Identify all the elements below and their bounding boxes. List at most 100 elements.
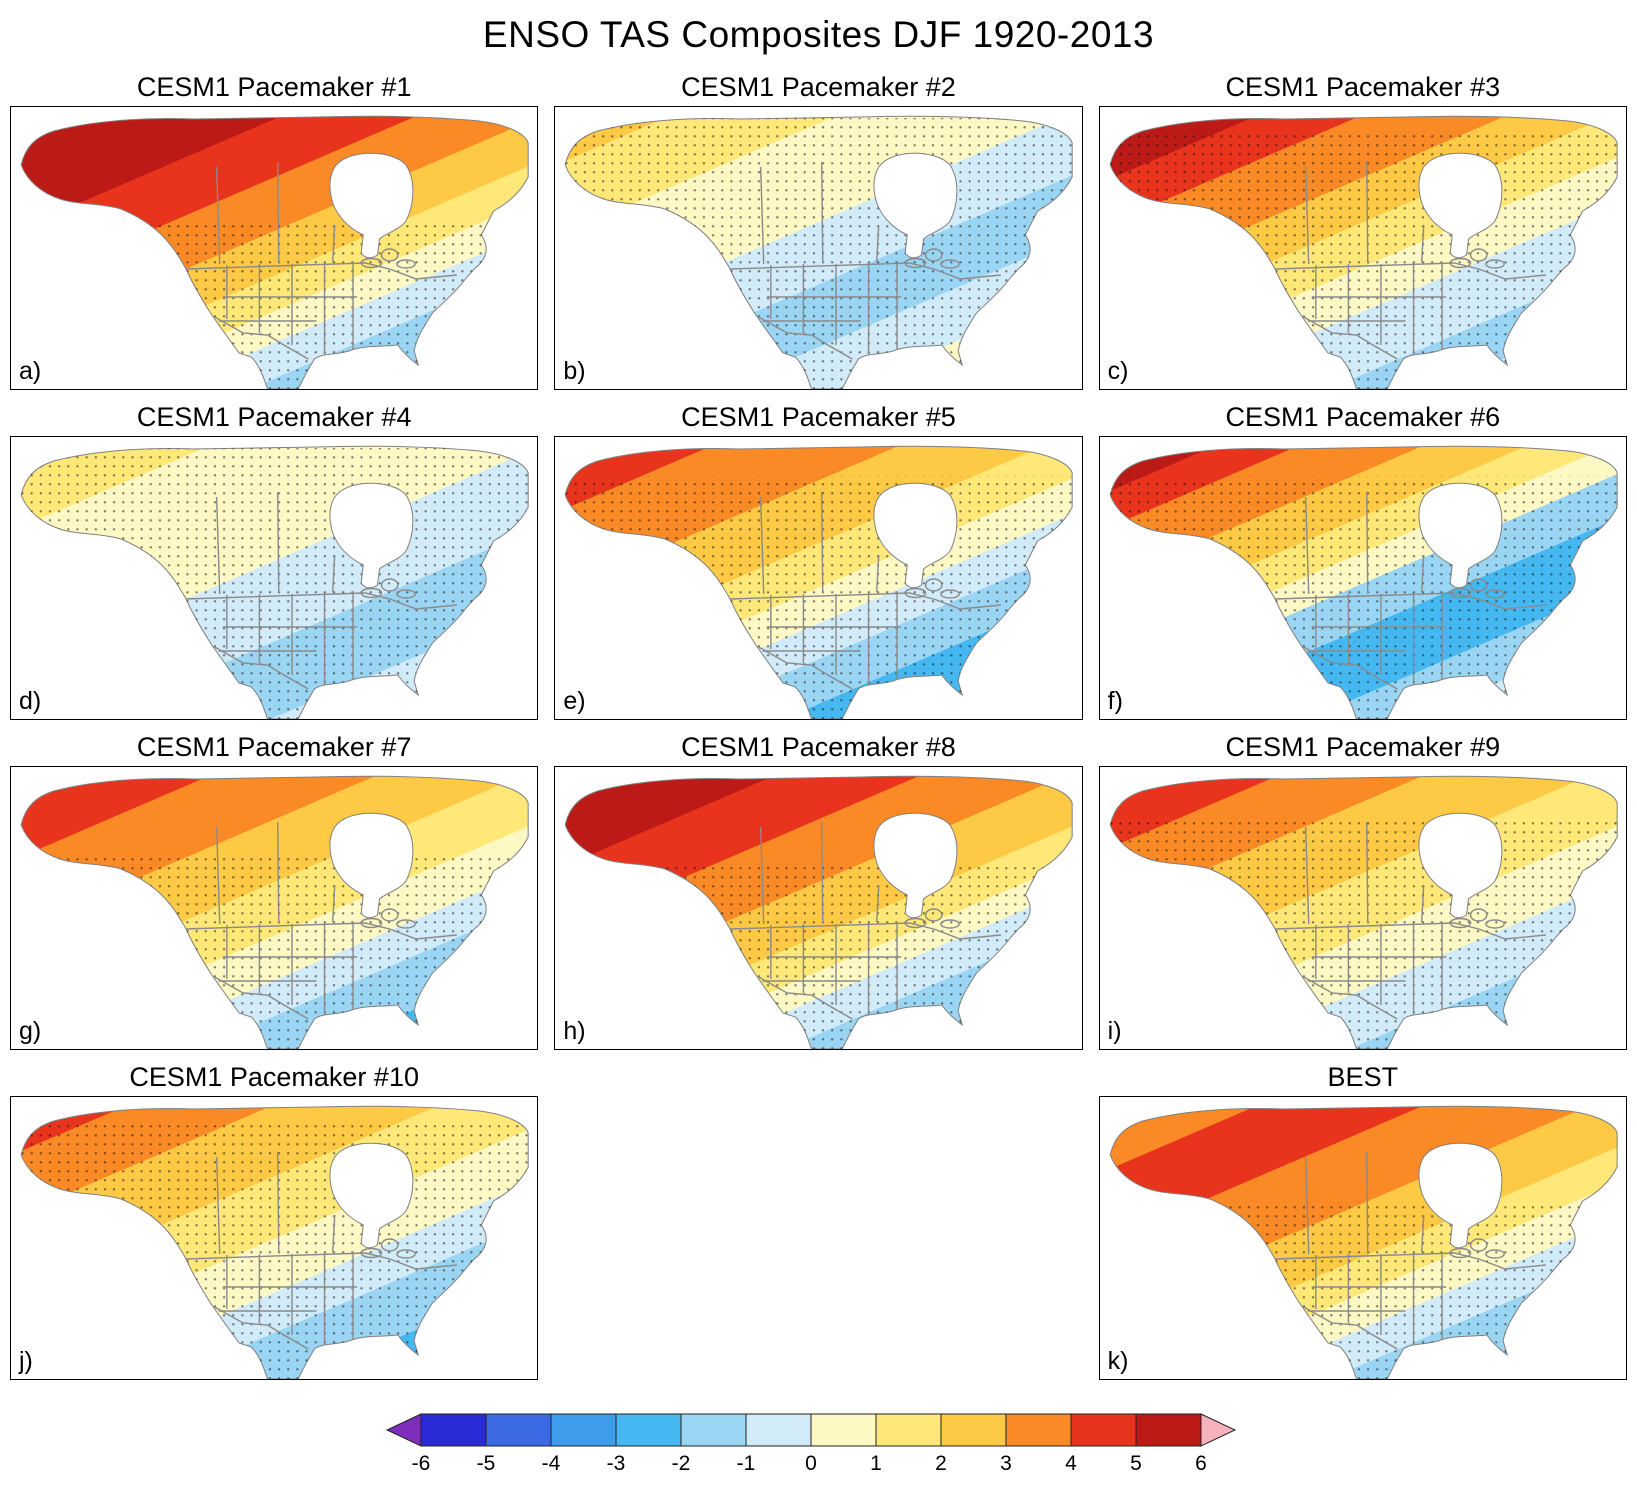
great-lakes — [360, 908, 416, 929]
panel-a: CESM1 Pacemaker #1 a) — [10, 72, 539, 390]
great-lakes — [1449, 1238, 1505, 1259]
panel-j: CESM1 Pacemaker #10 j) — [10, 1062, 539, 1380]
colorbar-tick: 1 — [870, 1452, 882, 1475]
panel-title-g: CESM1 Pacemaker #7 — [136, 732, 412, 762]
panel-letter-b: b) — [563, 357, 586, 385]
hudson-bay — [329, 1142, 414, 1249]
map-box-b: b) — [554, 106, 1083, 390]
panel-letter-i: i) — [1107, 1017, 1122, 1045]
map-box-i: i) — [1098, 766, 1627, 1050]
panel-letter-j: j) — [19, 1347, 33, 1375]
colorbar-tick: 5 — [1130, 1452, 1142, 1475]
colorbar-segment — [550, 1413, 616, 1447]
hudson-bay — [873, 812, 958, 919]
map-box-j: j) — [10, 1096, 539, 1380]
map-box-h: h) — [554, 766, 1083, 1050]
panel-c: CESM1 Pacemaker #3 c) — [1098, 72, 1627, 390]
great-lakes — [360, 248, 416, 269]
political-borders — [186, 821, 457, 1020]
stipple-overlay — [21, 852, 529, 1049]
great-lakes — [360, 1238, 416, 1259]
hudson-bay — [873, 482, 958, 589]
panel-letter-k: k) — [1107, 1347, 1129, 1375]
colorbar-right-arrow — [1200, 1413, 1236, 1447]
great-lakes — [1449, 248, 1505, 269]
map-box-g: g) — [10, 766, 539, 1050]
map-e — [564, 445, 1074, 719]
stipple-overlay — [1109, 818, 1617, 1049]
colorbar-tick: 3 — [1000, 1452, 1012, 1475]
hudson-bay — [1418, 482, 1503, 589]
map-b — [564, 115, 1074, 389]
panel-letter-d: d) — [19, 687, 42, 715]
colorbar-segment — [1005, 1413, 1071, 1447]
political-borders — [1274, 1151, 1546, 1350]
stipple-overlay — [21, 448, 529, 719]
stipple-overlay — [1109, 476, 1617, 719]
panel-title-c: CESM1 Pacemaker #3 — [1225, 72, 1501, 102]
panel-title-k: BEST — [1327, 1062, 1399, 1092]
panel-title-a: CESM1 Pacemaker #1 — [136, 72, 412, 102]
panel-letter-e: e) — [563, 687, 586, 715]
stipple-overlay — [21, 1120, 529, 1379]
colorbar-segment — [1135, 1413, 1201, 1447]
map-box-c: c) — [1098, 106, 1627, 390]
panel-title-b: CESM1 Pacemaker #2 — [681, 72, 956, 102]
political-borders — [186, 1151, 457, 1350]
stipple-overlay — [1109, 1204, 1617, 1379]
panels-grid: CESM1 Pacemaker #1 a) CES — [10, 72, 1627, 1380]
colorbar-tick: 2 — [935, 1452, 947, 1475]
panel-letter-h: h) — [563, 1017, 586, 1045]
colorbar-svg: -6 -5 -4 -3 -2 -1 0 1 2 3 4 5 6 — [385, 1413, 1236, 1475]
colorbar-tick: -5 — [476, 1452, 495, 1475]
panel-letter-f: f) — [1107, 687, 1123, 715]
panel-g: CESM1 Pacemaker #7 g) — [10, 732, 539, 1050]
map-c — [1109, 115, 1618, 389]
map-f — [1109, 445, 1618, 719]
political-borders — [1274, 491, 1546, 690]
colorbar-segment — [745, 1413, 811, 1447]
panel-title-e: CESM1 Pacemaker #5 — [681, 402, 956, 432]
map-d — [20, 445, 529, 719]
colorbar-segment — [680, 1413, 746, 1447]
panel-d: CESM1 Pacemaker #4 d) — [10, 402, 539, 720]
political-borders — [730, 821, 1002, 1020]
map-i — [1109, 775, 1618, 1049]
colorbar-tick: -6 — [411, 1452, 430, 1475]
political-borders — [186, 161, 457, 360]
colorbar-segment — [485, 1413, 551, 1447]
colorbar-segment — [420, 1413, 486, 1447]
hudson-bay — [329, 812, 414, 919]
colorbar-segment — [1070, 1413, 1136, 1447]
colorbar-tick: -2 — [671, 1452, 690, 1475]
stipple-overlay — [565, 476, 1073, 719]
hudson-bay — [1418, 812, 1503, 919]
figure-title: ENSO TAS Composites DJF 1920-2013 — [482, 14, 1155, 55]
hudson-bay — [1418, 1142, 1503, 1249]
panel-b: CESM1 Pacemaker #2 b) — [554, 72, 1083, 390]
stipple-overlay — [565, 118, 1073, 389]
colorbar-tick: -3 — [606, 1452, 625, 1475]
panel-title-d: CESM1 Pacemaker #4 — [136, 402, 412, 432]
map-a — [20, 115, 529, 389]
colorbar: -6 -5 -4 -3 -2 -1 0 1 2 3 4 5 6 — [379, 1408, 1259, 1480]
stipple-overlay — [21, 225, 529, 389]
panel-k: BEST k) — [1098, 1062, 1627, 1380]
map-k — [1109, 1105, 1618, 1379]
colorbar-tick: 6 — [1195, 1452, 1207, 1475]
map-box-k: k) — [1098, 1096, 1627, 1380]
panel-i: CESM1 Pacemaker #9 i) — [1098, 732, 1627, 1050]
stipple-overlay — [565, 863, 1073, 1049]
stipple-overlay — [1109, 130, 1617, 389]
great-lakes — [904, 578, 961, 599]
political-borders — [1274, 161, 1546, 360]
panel-e: CESM1 Pacemaker #5 e) — [554, 402, 1083, 720]
hudson-bay — [329, 482, 414, 589]
colorbar-tick: 4 — [1065, 1452, 1077, 1475]
map-j — [20, 1105, 529, 1379]
panel-letter-a: a) — [19, 357, 42, 385]
hudson-bay — [1418, 152, 1503, 259]
panel-f: CESM1 Pacemaker #6 f) — [1098, 402, 1627, 720]
great-lakes — [1449, 908, 1505, 929]
